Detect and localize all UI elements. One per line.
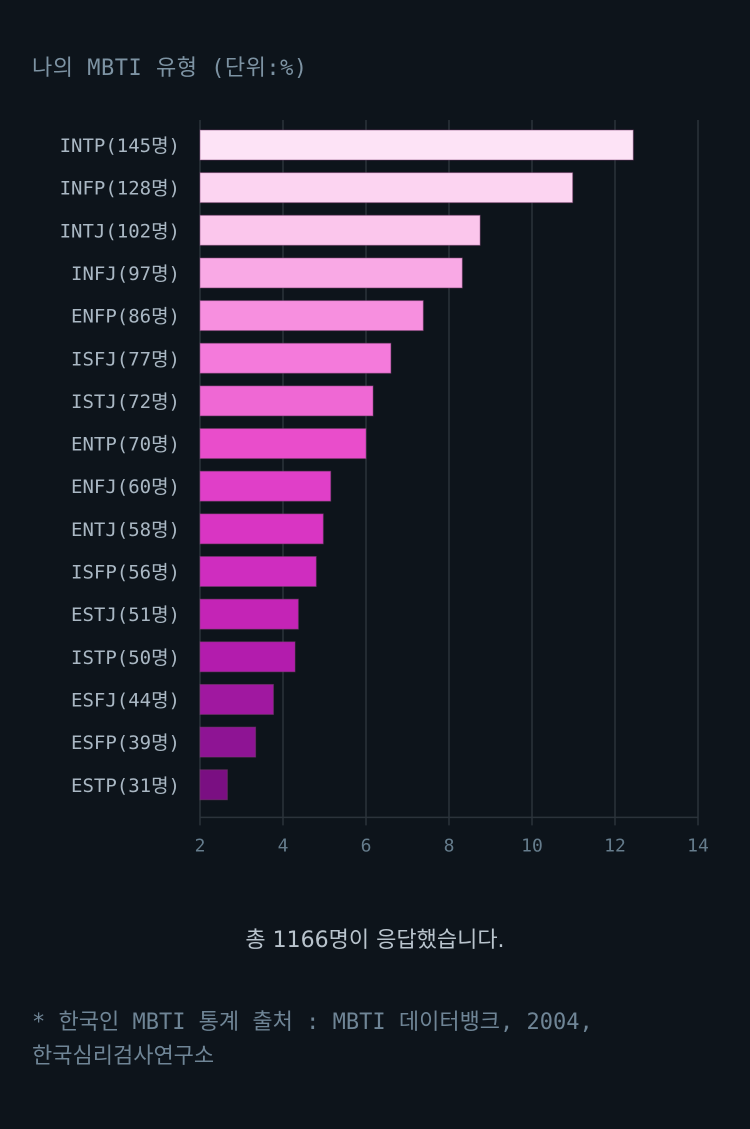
y-axis-label: ENFJ(60명) <box>71 476 180 498</box>
bar <box>199 300 424 332</box>
x-tick-label: 12 <box>604 835 626 856</box>
bar-chart: INTP(145명) INFP(128명) INTJ(102명) INFJ(97명) E… <box>60 120 709 856</box>
y-axis-label: ESFJ(44명) <box>71 689 180 711</box>
bar <box>199 641 296 673</box>
y-axis-label: ISFJ(77명) <box>71 348 180 370</box>
bar <box>199 470 332 502</box>
x-axis-ticks: 2 4 6 8 10 12 14 <box>195 835 709 856</box>
y-axis-label: ENTP(70명) <box>71 434 180 456</box>
bar <box>199 513 324 545</box>
source-note: * 한국인 MBTI 통계 출처 : MBTI 데이터뱅크, 2004, 한국심… <box>32 1006 722 1074</box>
y-axis-label: INTJ(102명) <box>60 220 180 242</box>
bar <box>199 683 274 715</box>
bar <box>199 726 257 758</box>
bar <box>199 556 317 587</box>
x-tick-label: 14 <box>687 835 709 856</box>
y-axis-label: INFJ(97명) <box>71 263 180 285</box>
bar <box>199 257 463 289</box>
y-axis-label: ISTJ(72명) <box>71 391 180 413</box>
bar <box>199 385 374 417</box>
total-respondents: 총 1166명이 응답했습니다. <box>245 928 505 953</box>
x-tick-label: 4 <box>278 835 289 856</box>
y-axis-label: ISTP(50명) <box>71 647 180 669</box>
y-axis-labels: INTP(145명) INFP(128명) INTJ(102명) INFJ(97명) E… <box>60 135 180 797</box>
y-axis-label: INFP(128명) <box>60 178 180 200</box>
bar <box>199 342 392 374</box>
x-tick-label: 8 <box>444 835 455 856</box>
y-axis-label: ESTP(31명) <box>71 775 180 797</box>
y-axis-label: ESTJ(51명) <box>71 604 180 626</box>
bar <box>199 598 299 630</box>
y-axis-label: ISFP(56명) <box>71 562 180 584</box>
y-axis-label: ESFP(39명) <box>71 732 180 754</box>
x-tick-label: 10 <box>521 835 543 856</box>
bars <box>199 129 634 801</box>
y-axis-label: ENTJ(58명) <box>71 519 180 541</box>
bar <box>199 129 634 161</box>
chart-title: 나의 MBTI 유형 (단위:%) <box>32 56 308 81</box>
bar <box>199 769 228 801</box>
y-axis-label: ENFP(86명) <box>71 306 180 328</box>
bar <box>199 428 367 460</box>
x-tick-label: 2 <box>195 835 206 856</box>
y-axis-label: INTP(145명) <box>60 135 180 157</box>
bar <box>199 214 481 246</box>
x-tick-label: 6 <box>361 835 372 856</box>
bar <box>199 172 574 204</box>
source-line-2: 한국심리검사연구소 <box>32 1044 215 1069</box>
source-line-1: * 한국인 MBTI 통계 출처 : MBTI 데이터뱅크, 2004, <box>32 1010 593 1035</box>
